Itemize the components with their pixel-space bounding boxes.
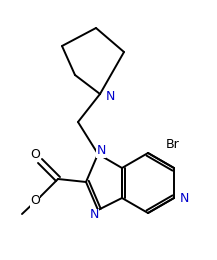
Text: O: O [30, 147, 40, 160]
Text: N: N [96, 145, 106, 158]
Text: N: N [89, 209, 99, 222]
Text: Br: Br [166, 139, 180, 152]
Text: N: N [105, 89, 115, 102]
Text: N: N [179, 192, 189, 205]
Text: O: O [30, 194, 40, 207]
